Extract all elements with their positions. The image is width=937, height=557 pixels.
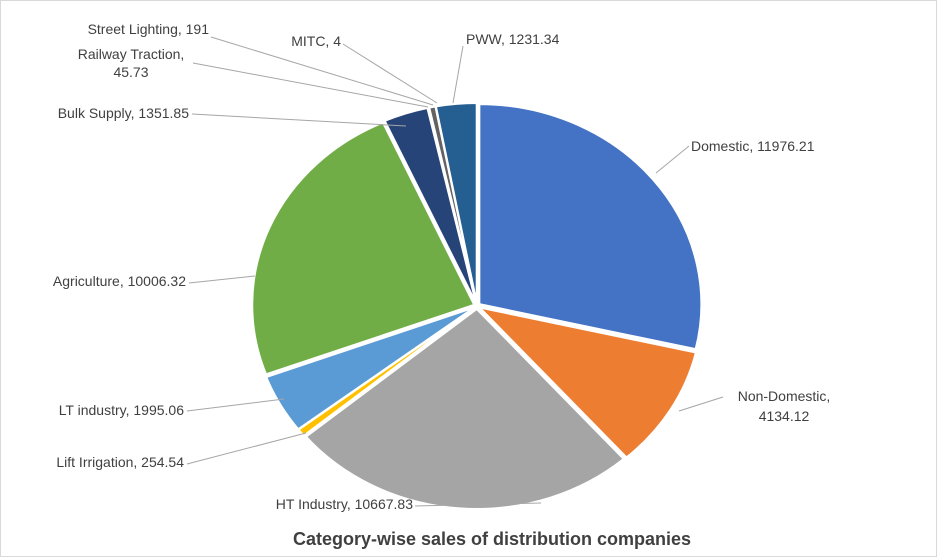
- data-label: LT industry, 1995.06: [59, 402, 185, 418]
- chart-title: Category-wise sales of distribution comp…: [293, 529, 691, 549]
- data-label: Non-Domestic, 4134.12: [738, 388, 831, 424]
- leader-line: [414, 502, 542, 507]
- data-labels: Domestic, 11976.21 Non-Domestic, 4134.12 HT…: [53, 21, 830, 512]
- data-label: HT Industry, 10667.83: [276, 496, 413, 512]
- data-label: MITC, 4: [291, 33, 341, 49]
- leader-line: [342, 43, 438, 104]
- pie-slice-agriculture: [251, 121, 476, 376]
- pie-slice-pww: [434, 102, 478, 304]
- data-label: Railway Traction, 45.73: [78, 46, 185, 80]
- leader-line: [655, 145, 690, 174]
- leader-line: [186, 398, 285, 412]
- pie-slice-lt-industry: [264, 306, 475, 431]
- data-label: Street Lighting, 191: [88, 21, 210, 37]
- pie-slice-ht-industry: [304, 307, 626, 510]
- data-label: Domestic, 11976.21: [691, 138, 815, 154]
- pie-slice-domestic: [478, 103, 703, 351]
- data-label: Agriculture, 10006.32: [53, 273, 186, 289]
- leader-lines: [186, 36, 724, 507]
- data-label: Bulk Supply, 1351.85: [58, 105, 189, 121]
- data-label: Lift Irrigation, 254.54: [56, 454, 184, 470]
- leader-line: [191, 113, 407, 127]
- leader-line: [188, 275, 256, 284]
- leader-line: [452, 45, 464, 104]
- pie-slice-non-domestic: [476, 305, 698, 459]
- leader-line: [186, 432, 307, 465]
- pie-slices: [251, 102, 703, 510]
- leader-line: [210, 36, 434, 106]
- leader-line: [678, 396, 724, 412]
- leader-line: [192, 62, 429, 108]
- data-label: PWW, 1231.34: [466, 31, 560, 47]
